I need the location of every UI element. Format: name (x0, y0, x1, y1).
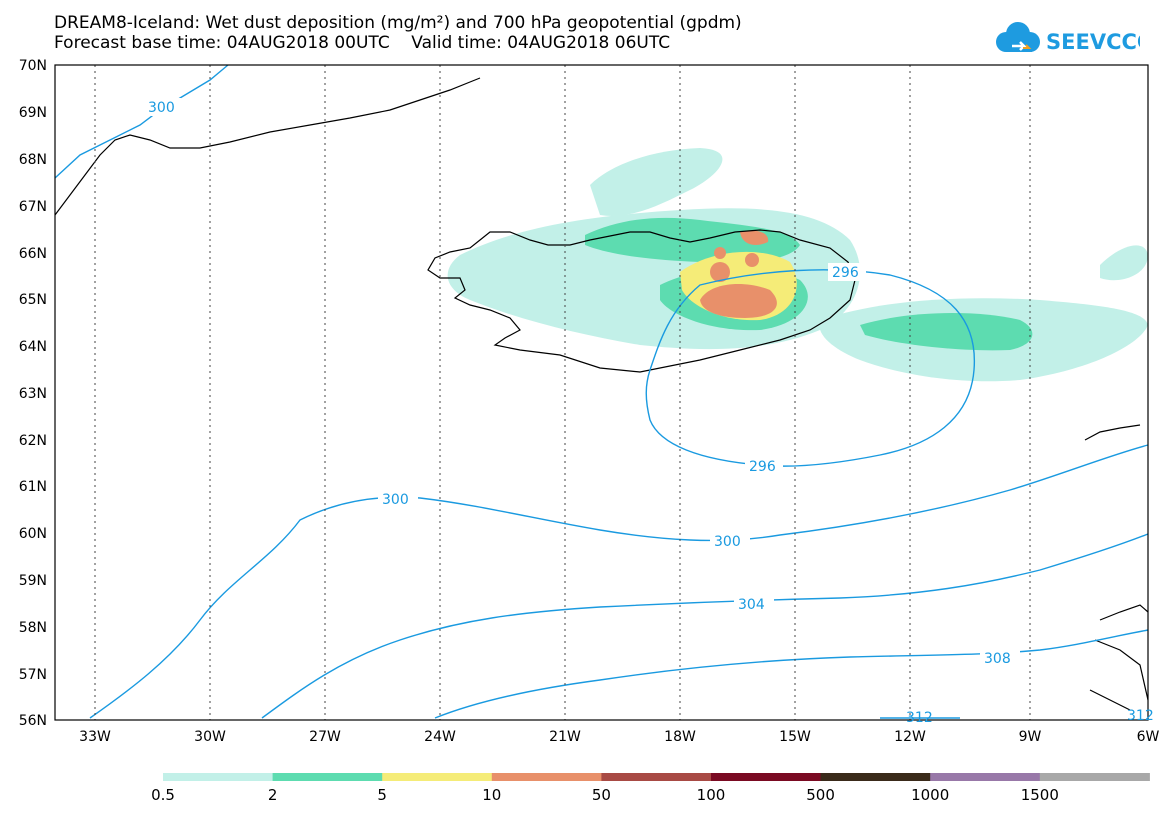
lat-label: 65N (19, 292, 47, 308)
lat-label: 67N (19, 199, 47, 215)
lat-label: 64N (19, 339, 47, 355)
logo-wordmark: SEEVCCC (1046, 30, 1140, 54)
lat-label: 63N (19, 386, 47, 402)
lon-label: 24W (424, 729, 456, 745)
lat-label: 60N (19, 526, 47, 542)
color-legend: 0.5 2 5 10 50 100 500 1000 1500 (151, 773, 1150, 804)
legend-label: 5 (377, 786, 387, 804)
lon-label: 12W (894, 729, 926, 745)
contour-label: 300 (382, 492, 409, 508)
contour-label: 312 (1127, 708, 1154, 724)
legend-label: 500 (806, 786, 835, 804)
dust-deposition-field (447, 148, 1148, 382)
map-title: DREAM8-Iceland: Wet dust deposition (mg/… (54, 13, 742, 33)
lat-label: 66N (19, 246, 47, 262)
legend-swatch (163, 773, 274, 781)
lat-label: 70N (19, 58, 47, 74)
lon-label: 9W (1019, 729, 1042, 745)
lat-label: 69N (19, 105, 47, 121)
latitude-labels: 70N 69N 68N 67N 66N 65N 64N 63N 62N 61N … (19, 58, 47, 729)
lat-label: 62N (19, 433, 47, 449)
legend-swatch (820, 773, 931, 781)
contour-label: 296 (832, 265, 859, 281)
lat-label: 57N (19, 667, 47, 683)
legend-swatch (711, 773, 822, 781)
contour-label: 312 (906, 710, 933, 726)
legend-label: 10 (482, 786, 501, 804)
lon-label: 21W (549, 729, 581, 745)
coastlines (54, 77, 1149, 711)
legend-label: 0.5 (151, 786, 175, 804)
contour-labels: 300 296 296 300 300 304 308 312 312 (145, 98, 1154, 726)
lon-label: 6W (1137, 729, 1160, 745)
graticule (94, 65, 1031, 720)
legend-label: 50 (592, 786, 611, 804)
legend-swatch (272, 773, 383, 781)
legend-label: 2 (268, 786, 278, 804)
contour-label: 300 (714, 534, 741, 550)
lon-label: 33W (79, 729, 111, 745)
legend-swatch (601, 773, 712, 781)
contour-label: 300 (148, 100, 175, 116)
cloud-icon (996, 22, 1040, 52)
contour-label: 304 (738, 597, 765, 613)
contour-label: 296 (749, 459, 776, 475)
legend-swatch (930, 773, 1041, 781)
legend-label: 100 (697, 786, 726, 804)
lat-label: 61N (19, 479, 47, 495)
contour-label: 308 (984, 651, 1011, 667)
map-frame (54, 64, 1149, 721)
lon-label: 15W (779, 729, 811, 745)
legend-swatch (1039, 773, 1150, 781)
lat-label: 58N (19, 620, 47, 636)
legend-label: 1000 (911, 786, 949, 804)
geopotential-contours (54, 64, 1149, 719)
lat-label: 59N (19, 573, 47, 589)
lat-label: 68N (19, 152, 47, 168)
legend-swatch (491, 773, 602, 781)
seevccc-logo: SEEVCCC (996, 22, 1140, 54)
legend-label: 1500 (1021, 786, 1059, 804)
map-subtitle: Forecast base time: 04AUG2018 00UTC Vali… (54, 33, 671, 53)
lon-label: 18W (664, 729, 696, 745)
lon-label: 27W (309, 729, 341, 745)
lat-label: 56N (19, 713, 47, 729)
lon-label: 30W (194, 729, 226, 745)
legend-swatch (382, 773, 493, 781)
longitude-labels: 33W 30W 27W 24W 21W 18W 15W 12W 9W 6W (79, 729, 1159, 745)
